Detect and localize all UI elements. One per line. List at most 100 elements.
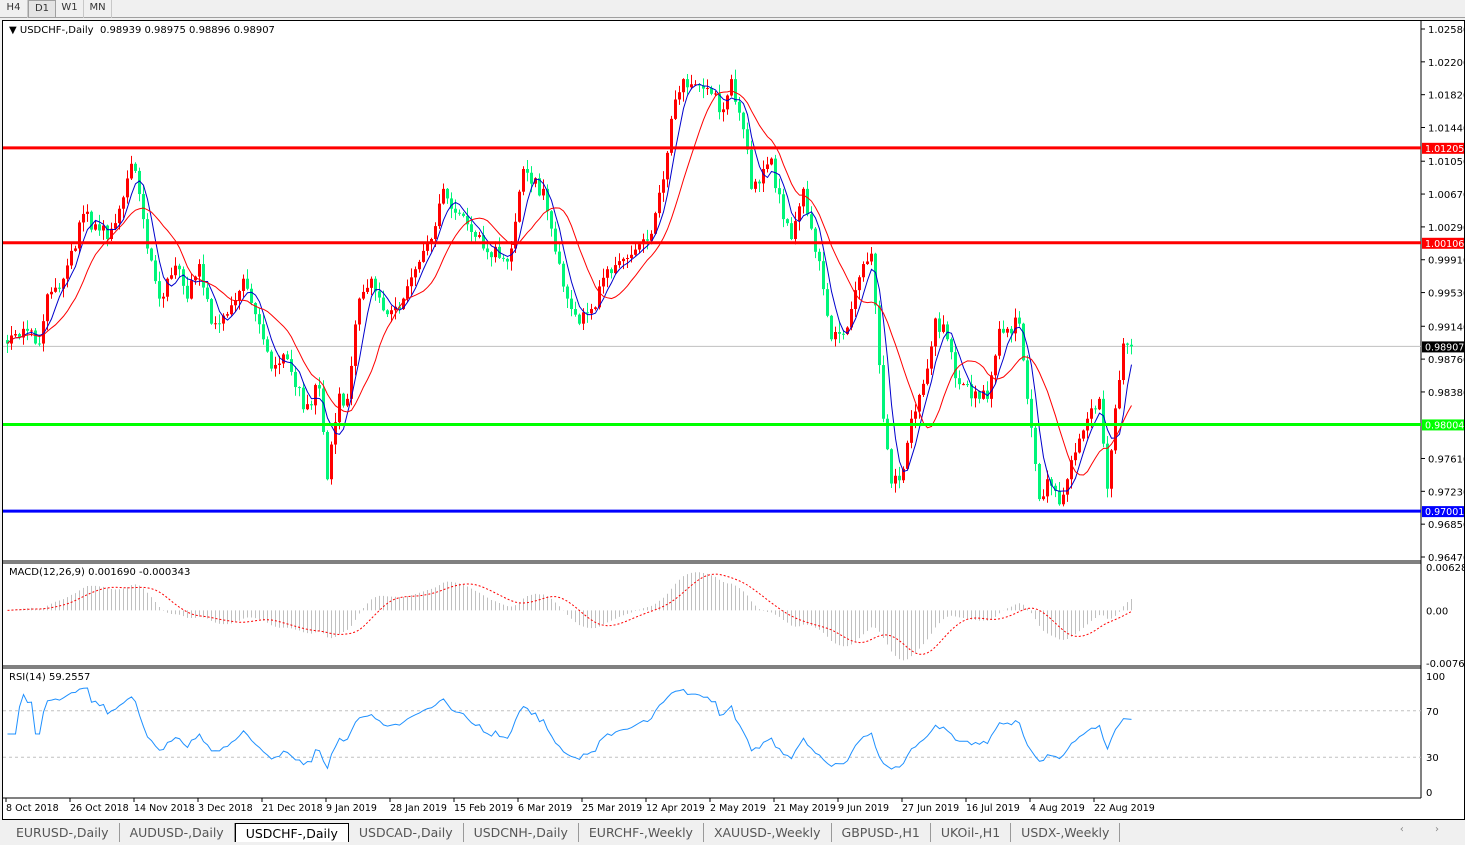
candle-body <box>398 306 401 310</box>
chart-tab[interactable]: USDCHF-,Daily <box>234 823 349 842</box>
candle-body <box>566 286 569 299</box>
collapse-triangle-icon[interactable]: ▼ <box>9 25 17 36</box>
candle-body <box>438 203 441 227</box>
chart-tab[interactable]: USDCNH-,Daily <box>464 823 579 842</box>
chart-tab[interactable]: AUDUSD-,Daily <box>120 823 235 842</box>
candle-body <box>618 261 621 266</box>
candle-body <box>1018 317 1021 324</box>
price-label-box <box>1422 142 1464 154</box>
candle-body <box>570 298 573 310</box>
chart-tab[interactable]: GBPUSD-,H1 <box>832 823 931 842</box>
candle-body <box>950 339 953 353</box>
candle-body <box>42 321 45 344</box>
candle-body <box>614 265 617 274</box>
candle-body <box>858 277 861 291</box>
candle-body <box>190 280 193 299</box>
candle-body <box>1130 344 1133 347</box>
candle-body <box>158 281 161 299</box>
candle-body <box>598 286 601 308</box>
candle-body <box>410 277 413 287</box>
candle-body <box>1006 328 1009 333</box>
candle-body <box>122 197 125 209</box>
timeframe-mn[interactable]: MN <box>84 0 112 18</box>
candle-body <box>218 323 221 325</box>
tab-scroll-arrows[interactable]: ‹ › <box>1399 824 1453 835</box>
candle-body <box>1058 490 1061 505</box>
candle-body <box>254 303 257 315</box>
macd-label: MACD(12,26,9) 0.001690 -0.000343 <box>9 567 191 578</box>
candle-body <box>378 291 381 298</box>
date-tick-label: 16 Jul 2019 <box>966 803 1020 814</box>
candle-body <box>462 213 465 216</box>
candle-body <box>574 309 577 315</box>
chart-tab[interactable]: USDCAD-,Daily <box>349 823 464 842</box>
chart-tab[interactable]: EURCHF-,Weekly <box>579 823 704 842</box>
candle-body <box>306 404 309 410</box>
candle-body <box>222 315 225 324</box>
candle-body <box>146 219 149 249</box>
candle-body <box>314 385 317 406</box>
candle-body <box>170 275 173 279</box>
chart-window[interactable]: 1.02580 1.02200 1.01820 1.01440 1.01050 1.006… <box>2 20 1465 820</box>
timeframe-d1[interactable]: D1 <box>28 0 56 18</box>
candle-body <box>550 211 553 229</box>
rsi-tick-label: 100 <box>1426 672 1445 683</box>
candle-body <box>1082 430 1085 439</box>
rsi-tick-label: 70 <box>1426 707 1439 718</box>
candle-body <box>906 442 909 469</box>
candle-body <box>610 269 613 274</box>
chart-tab[interactable]: XAUUSD-,Weekly <box>704 823 832 842</box>
candle-body <box>186 285 189 299</box>
candle-body <box>466 215 469 225</box>
rsi-tick-label: 30 <box>1426 753 1439 764</box>
candle-body <box>370 278 373 288</box>
price-label: 1.00106 <box>1425 239 1464 250</box>
candle-body <box>26 328 29 331</box>
candle-body <box>850 308 853 328</box>
date-tick-label: 25 Mar 2019 <box>582 803 642 814</box>
candle-body <box>362 291 365 299</box>
candle-body <box>30 330 33 332</box>
candle-body <box>238 290 241 301</box>
candle-body <box>202 264 205 288</box>
candle-body <box>386 310 389 315</box>
candle-body <box>814 228 817 252</box>
candle-body <box>294 371 297 388</box>
candle-body <box>1010 328 1013 334</box>
candle-body <box>846 327 849 335</box>
candle-body <box>1042 496 1045 500</box>
chart-tab[interactable]: EURUSD-,Daily <box>6 823 120 842</box>
candle-body <box>726 95 729 110</box>
chart-header: ▼ USDCHF-,Daily 0.98939 0.98975 0.98896 … <box>9 25 275 36</box>
candle-body <box>226 314 229 316</box>
candle-body <box>494 246 497 258</box>
candle-body <box>1074 452 1077 461</box>
timeframe-w1[interactable]: W1 <box>56 0 84 18</box>
candle-body <box>934 318 937 347</box>
candle-body <box>1122 343 1125 381</box>
candle-body <box>910 418 913 443</box>
chart-tab[interactable]: UKOil-,H1 <box>931 823 1012 842</box>
chart-tab[interactable]: USDX-,Weekly <box>1011 823 1121 842</box>
candle-body <box>454 208 457 213</box>
candle-body <box>150 248 153 261</box>
candle-body <box>998 328 1001 356</box>
price-label: 1.01205 <box>1425 144 1464 155</box>
candle-body <box>710 88 713 94</box>
candle-body <box>1022 323 1025 361</box>
candle-body <box>22 328 25 338</box>
candle-body <box>526 168 529 173</box>
candle-body <box>1098 398 1101 410</box>
candle-body <box>118 208 121 224</box>
timeframe-h4[interactable]: H4 <box>0 0 28 18</box>
candle-body <box>214 323 217 325</box>
fast-ma-line <box>7 83 1132 492</box>
candle-body <box>650 233 653 241</box>
candle-body <box>778 188 781 195</box>
candle-body <box>682 79 685 93</box>
candle-body <box>282 354 285 364</box>
price-label: 0.97001 <box>1425 507 1464 518</box>
candle-body <box>1034 427 1037 465</box>
chart-canvas[interactable]: 1.02580 1.02200 1.01820 1.01440 1.01050 1.006… <box>3 21 1465 821</box>
